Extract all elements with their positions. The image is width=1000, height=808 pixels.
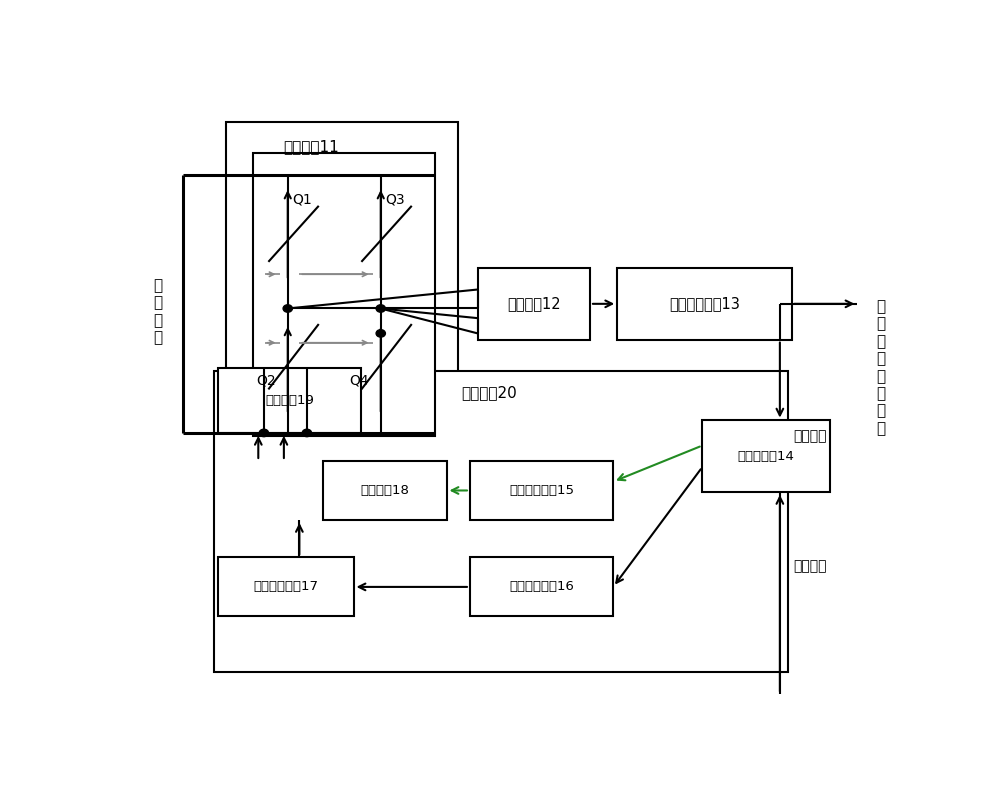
Text: 控制模块20: 控制模块20 (461, 385, 517, 400)
Circle shape (376, 330, 385, 337)
Bar (218, 558, 354, 617)
Circle shape (302, 429, 312, 436)
Text: 全桥电路11: 全桥电路11 (283, 139, 339, 154)
Text: 谐振电路12: 谐振电路12 (507, 297, 561, 311)
Circle shape (283, 305, 292, 312)
Circle shape (376, 305, 385, 312)
Bar (226, 122, 458, 458)
Text: Q3: Q3 (385, 192, 405, 207)
Text: Q2: Q2 (256, 373, 276, 387)
Text: 驱动电路19: 驱动电路19 (265, 393, 314, 406)
Text: 整流滤波电路13: 整流滤波电路13 (669, 297, 740, 311)
Text: 脉冲发送电路17: 脉冲发送电路17 (253, 580, 318, 593)
Bar (218, 368, 361, 433)
Bar (478, 268, 590, 339)
Text: Q4: Q4 (349, 373, 369, 387)
Text: 预设信号: 预设信号 (793, 560, 827, 574)
Circle shape (259, 429, 269, 436)
Text: 输
入
电
压: 输 入 电 压 (153, 278, 162, 345)
Bar (617, 268, 792, 339)
Bar (470, 558, 613, 617)
Text: 调节控制器14: 调节控制器14 (738, 450, 795, 463)
Bar (702, 420, 830, 492)
Bar (214, 371, 788, 672)
Text: 反馈信号: 反馈信号 (793, 429, 827, 443)
Text: 频率运算电路16: 频率运算电路16 (509, 580, 574, 593)
Text: 相位运算电路15: 相位运算电路15 (509, 484, 574, 497)
Bar (470, 461, 613, 520)
Bar (253, 153, 435, 436)
Text: Q1: Q1 (292, 192, 312, 207)
Text: 相位电路18: 相位电路18 (360, 484, 409, 497)
Text: 输
出
工
作
电
压
电
流: 输 出 工 作 电 压 电 流 (876, 299, 885, 436)
Bar (323, 461, 447, 520)
